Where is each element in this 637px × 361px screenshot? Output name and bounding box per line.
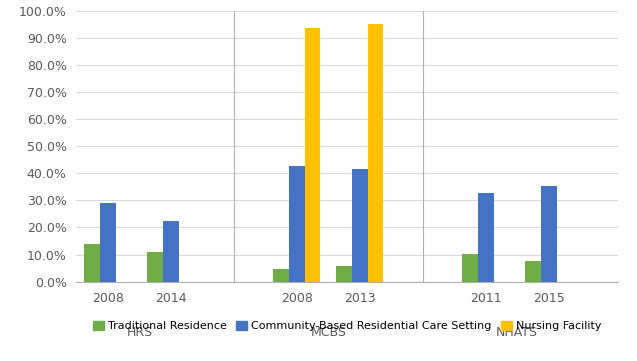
Bar	[304, 28, 320, 282]
Text: HRS: HRS	[126, 326, 152, 339]
Text: NHATS: NHATS	[496, 326, 538, 339]
Bar	[289, 166, 304, 282]
Bar	[352, 169, 368, 282]
Bar	[541, 186, 557, 282]
Bar	[478, 193, 494, 282]
Legend: Traditional Residence, Community-Based Residential Care Setting, Nursing Facilit: Traditional Residence, Community-Based R…	[88, 316, 606, 336]
Bar	[84, 244, 100, 282]
Text: MCBS: MCBS	[310, 326, 347, 339]
Bar	[368, 24, 383, 282]
Bar	[163, 221, 179, 282]
Bar	[336, 266, 352, 282]
Bar	[462, 254, 478, 282]
Bar	[100, 203, 116, 282]
Bar	[147, 252, 163, 282]
Bar	[525, 261, 541, 282]
Bar	[273, 269, 289, 282]
